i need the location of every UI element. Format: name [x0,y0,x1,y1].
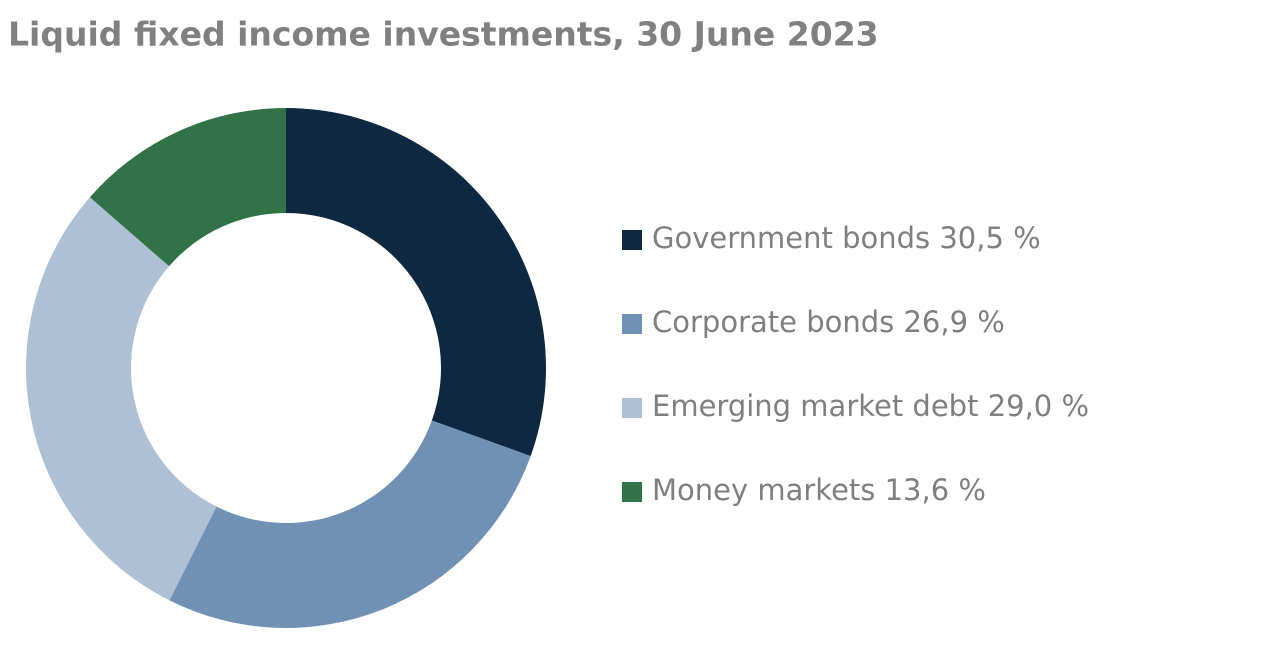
legend-swatch [622,482,642,502]
legend-entry: Corporate bonds 26,9 % [652,305,1005,339]
legend-label: Corporate bonds [652,305,894,339]
legend-swatch [622,230,642,250]
chart-title: Liquid fixed income investments, 30 June… [8,15,879,54]
legend-value: 29,0 % [988,389,1089,423]
donut-slice [169,420,531,628]
legend-label: Government bonds [652,221,930,255]
legend-value: 26,9 % [903,305,1004,339]
legend-value: 30,5 % [939,221,1040,255]
legend-label: Emerging market debt [652,389,978,423]
donut-slice [286,108,547,457]
legend-swatch [622,314,642,334]
legend-value: 13,6 % [885,473,986,507]
legend-swatch [622,398,642,418]
legend-entry: Emerging market debt 29,0 % [652,389,1089,423]
donut-slice [89,108,286,267]
legend-label: Money markets [652,473,875,507]
legend-entry: Government bonds 30,5 % [652,221,1041,255]
legend-entry: Money markets 13,6 % [652,473,986,507]
donut-slice [25,197,217,601]
